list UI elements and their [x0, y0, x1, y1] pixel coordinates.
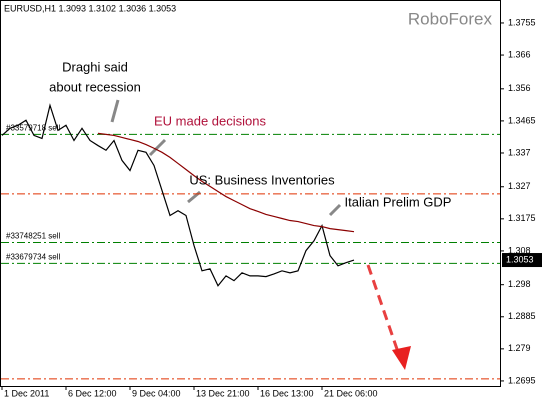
level-label: #33579718 sell: [6, 124, 60, 133]
y-tick-label: 1.298: [508, 279, 531, 289]
level-label: #33748251 sell: [6, 232, 60, 241]
y-tick-label: 1.337: [508, 147, 531, 157]
annotation: Draghi said: [62, 59, 128, 74]
x-tick-label: 13 Dec 21:00: [196, 388, 250, 398]
annotation: EU made decisions: [154, 113, 266, 128]
y-tick-label: 1.2885: [508, 311, 536, 321]
y-tick-label: 1.308: [508, 245, 531, 255]
x-tick-label: 16 Dec 13:00: [260, 388, 314, 398]
x-tick-label: 1 Dec 2011: [4, 388, 49, 398]
brand: RoboForex: [408, 9, 493, 28]
price-box-label: 1.3053: [506, 254, 534, 264]
header: EURUSD,H1 1.3093 1.3102 1.3036 1.3053: [4, 3, 176, 13]
annotation: about recession: [49, 79, 141, 94]
y-tick-label: 1.2695: [508, 375, 536, 385]
y-tick-label: 1.366: [508, 49, 531, 59]
y-tick-label: 1.327: [508, 181, 531, 191]
y-tick-label: 1.3465: [508, 115, 536, 125]
forecast-arrow-head: [392, 346, 411, 370]
annotation: Italian Prelim GDP: [345, 194, 452, 209]
y-tick-label: 1.279: [508, 343, 531, 353]
price-line: [1, 103, 355, 287]
x-tick-label: 6 Dec 12:00: [68, 388, 117, 398]
x-tick-label: 9 Dec 04:00: [132, 388, 181, 398]
y-tick-label: 1.356: [508, 83, 531, 93]
y-tick-label: 1.3755: [508, 17, 536, 27]
price-box: [502, 253, 542, 268]
x-tick-label: 21 Dec 06:00: [324, 388, 378, 398]
annotation: US: Business Inventories: [189, 172, 335, 187]
y-tick-label: 1.3175: [508, 213, 536, 223]
level-label: #33679734 sell: [6, 253, 60, 262]
price-line: [97, 132, 355, 233]
